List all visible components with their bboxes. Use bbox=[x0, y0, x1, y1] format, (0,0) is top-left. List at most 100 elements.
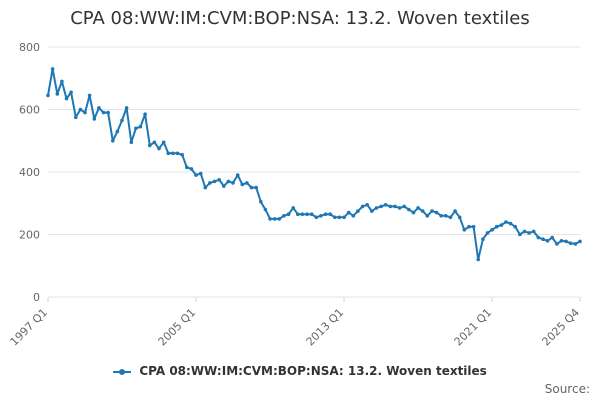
data-point[interactable] bbox=[370, 209, 374, 213]
data-point[interactable] bbox=[157, 146, 161, 151]
data-point[interactable] bbox=[545, 239, 550, 243]
data-point[interactable] bbox=[337, 215, 342, 220]
data-point[interactable] bbox=[383, 203, 388, 207]
data-point[interactable] bbox=[115, 129, 120, 134]
data-point[interactable] bbox=[453, 209, 457, 213]
data-point[interactable] bbox=[180, 153, 184, 157]
data-point[interactable] bbox=[550, 235, 554, 240]
data-point[interactable] bbox=[111, 139, 115, 143]
data-point[interactable] bbox=[471, 224, 476, 229]
data-point[interactable] bbox=[416, 206, 420, 210]
data-point[interactable] bbox=[513, 224, 517, 229]
data-point[interactable] bbox=[235, 173, 240, 177]
data-point[interactable] bbox=[462, 228, 467, 232]
data-point[interactable] bbox=[120, 118, 124, 123]
data-point[interactable] bbox=[328, 212, 333, 216]
data-point[interactable] bbox=[346, 210, 351, 215]
data-point[interactable] bbox=[296, 212, 300, 216]
data-point[interactable] bbox=[305, 212, 309, 216]
data-point[interactable] bbox=[420, 209, 425, 213]
data-point[interactable] bbox=[217, 178, 221, 182]
data-point[interactable] bbox=[212, 179, 217, 184]
data-point[interactable] bbox=[152, 140, 157, 145]
data-point[interactable] bbox=[578, 239, 582, 244]
data-point[interactable] bbox=[46, 93, 50, 98]
data-point[interactable] bbox=[531, 229, 536, 234]
data-point[interactable] bbox=[83, 110, 87, 115]
data-point[interactable] bbox=[439, 214, 444, 218]
data-point[interactable] bbox=[282, 214, 286, 218]
data-point[interactable] bbox=[467, 224, 471, 229]
data-point[interactable] bbox=[92, 117, 97, 121]
data-point[interactable] bbox=[323, 212, 328, 216]
data-point[interactable] bbox=[97, 106, 101, 110]
data-point[interactable] bbox=[481, 237, 485, 241]
data-point[interactable] bbox=[457, 215, 462, 220]
data-point[interactable] bbox=[134, 126, 138, 131]
data-point[interactable] bbox=[277, 217, 282, 221]
data-point[interactable] bbox=[78, 107, 83, 112]
data-point[interactable] bbox=[166, 151, 171, 156]
data-point[interactable] bbox=[263, 207, 268, 212]
data-point[interactable] bbox=[203, 185, 208, 190]
data-point[interactable] bbox=[448, 215, 453, 220]
data-point[interactable] bbox=[198, 171, 203, 176]
data-point[interactable] bbox=[185, 165, 189, 170]
data-point[interactable] bbox=[129, 140, 134, 145]
data-point[interactable] bbox=[189, 167, 194, 171]
data-point[interactable] bbox=[300, 212, 305, 216]
data-point[interactable] bbox=[397, 206, 402, 210]
data-point[interactable] bbox=[559, 239, 564, 243]
data-point[interactable] bbox=[508, 221, 513, 226]
data-point[interactable] bbox=[309, 212, 314, 216]
data-point[interactable] bbox=[171, 151, 175, 156]
data-point[interactable] bbox=[411, 210, 416, 215]
data-point[interactable] bbox=[101, 110, 106, 115]
data-point[interactable] bbox=[124, 106, 129, 110]
data-point[interactable] bbox=[490, 228, 494, 232]
data-point[interactable] bbox=[342, 215, 346, 220]
data-point[interactable] bbox=[222, 184, 226, 188]
data-point[interactable] bbox=[351, 214, 356, 218]
data-point[interactable] bbox=[272, 217, 277, 221]
data-point[interactable] bbox=[69, 90, 73, 95]
data-point[interactable] bbox=[286, 212, 291, 216]
data-point[interactable] bbox=[333, 215, 337, 220]
data-point[interactable] bbox=[430, 209, 434, 213]
data-point[interactable] bbox=[161, 140, 166, 145]
data-point[interactable] bbox=[402, 204, 407, 209]
data-point[interactable] bbox=[522, 229, 527, 234]
data-point[interactable] bbox=[143, 112, 147, 116]
data-point[interactable] bbox=[249, 185, 254, 190]
data-point[interactable] bbox=[407, 207, 411, 212]
data-point[interactable] bbox=[494, 224, 499, 229]
data-point[interactable] bbox=[444, 214, 448, 218]
data-point[interactable] bbox=[55, 92, 60, 96]
data-point[interactable] bbox=[319, 214, 323, 218]
data-point[interactable] bbox=[425, 214, 430, 218]
data-point[interactable] bbox=[379, 204, 383, 209]
data-point[interactable] bbox=[240, 182, 245, 187]
data-point[interactable] bbox=[208, 181, 212, 185]
data-point[interactable] bbox=[499, 223, 504, 227]
data-point[interactable] bbox=[148, 143, 152, 148]
data-point[interactable] bbox=[226, 179, 231, 184]
data-point[interactable] bbox=[74, 115, 78, 120]
data-point[interactable] bbox=[536, 235, 541, 240]
data-point[interactable] bbox=[138, 124, 143, 129]
data-point[interactable] bbox=[268, 217, 272, 221]
data-point[interactable] bbox=[60, 79, 64, 84]
data-point[interactable] bbox=[50, 67, 55, 71]
data-point[interactable] bbox=[555, 242, 559, 246]
data-point[interactable] bbox=[175, 151, 180, 156]
data-point[interactable] bbox=[504, 220, 508, 224]
data-point[interactable] bbox=[291, 206, 296, 210]
data-point[interactable] bbox=[365, 203, 370, 207]
data-point[interactable] bbox=[518, 232, 522, 237]
source-label[interactable]: Source: bbox=[544, 382, 590, 396]
data-point[interactable] bbox=[541, 237, 545, 241]
data-point[interactable] bbox=[245, 181, 249, 185]
data-point[interactable] bbox=[259, 199, 263, 204]
legend[interactable]: CPA 08:WW:IM:CVM:BOP:NSA: 13.2. Woven te… bbox=[0, 364, 600, 378]
data-point[interactable] bbox=[388, 204, 393, 209]
